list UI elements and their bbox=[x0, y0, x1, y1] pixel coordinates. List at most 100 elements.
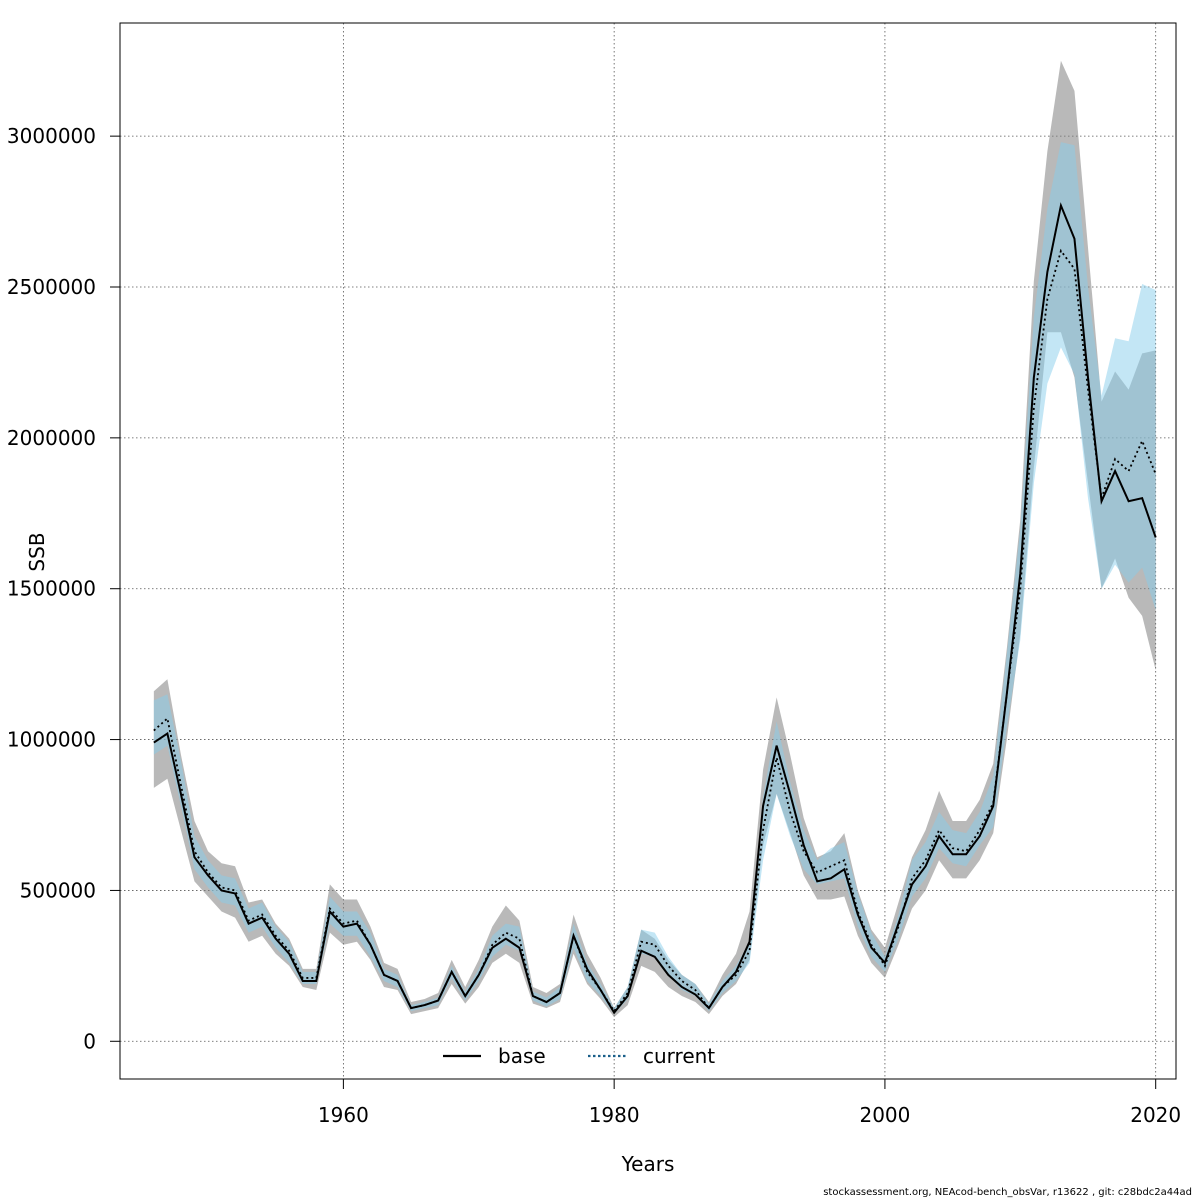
x-tick-label-2000: 2000 bbox=[859, 1103, 910, 1127]
data-point-current-1965 bbox=[410, 1007, 411, 1008]
data-point-current-1991 bbox=[762, 829, 763, 830]
data-point-current-1962 bbox=[370, 944, 371, 945]
data-point-base-2004 bbox=[938, 836, 939, 837]
data-point-base-1984 bbox=[668, 974, 669, 975]
data-point-base-1954 bbox=[262, 917, 263, 918]
data-point-current-1985 bbox=[681, 980, 682, 981]
data-point-current-1963 bbox=[383, 974, 384, 975]
plot-frame bbox=[119, 22, 1177, 1080]
data-point-base-1982 bbox=[641, 950, 642, 951]
data-point-base-1980 bbox=[614, 1012, 615, 1013]
data-point-base-1994 bbox=[803, 845, 804, 846]
data-point-current-2011 bbox=[1033, 407, 1034, 408]
data-point-current-2017 bbox=[1114, 458, 1115, 459]
x-axis: 1960 1980 2000 2020 bbox=[318, 1079, 1181, 1127]
data-point-current-1999 bbox=[871, 944, 872, 945]
data-point-base-1996 bbox=[830, 878, 831, 879]
data-point-current-2001 bbox=[898, 926, 899, 927]
data-point-current-2020 bbox=[1155, 473, 1156, 474]
data-point-current-1959 bbox=[329, 908, 330, 909]
data-point-base-1986 bbox=[695, 994, 696, 995]
data-point-current-1958 bbox=[316, 977, 317, 978]
y-tick-label-0: 0 bbox=[83, 1029, 96, 1053]
data-point-base-2018 bbox=[1128, 501, 1129, 502]
data-point-base-1992 bbox=[776, 745, 777, 746]
data-point-current-1978 bbox=[586, 971, 587, 972]
data-point-current-1975 bbox=[546, 1001, 547, 1002]
data-point-current-1992 bbox=[776, 757, 777, 758]
data-point-current-2005 bbox=[952, 848, 953, 849]
data-point-base-1989 bbox=[735, 971, 736, 972]
data-point-base-1972 bbox=[505, 938, 506, 939]
data-point-base-2006 bbox=[966, 854, 967, 855]
data-point-current-1994 bbox=[803, 851, 804, 852]
data-point-current-2004 bbox=[938, 829, 939, 830]
confidence-band-current bbox=[153, 142, 1156, 1015]
y-tick-label-500000: 500000 bbox=[20, 878, 96, 902]
data-point-current-2014 bbox=[1074, 268, 1075, 269]
data-point-current-1954 bbox=[262, 914, 263, 915]
data-point-current-2018 bbox=[1128, 470, 1129, 471]
data-point-current-1980 bbox=[614, 1011, 615, 1012]
data-point-current-1981 bbox=[627, 992, 628, 993]
data-point-current-1953 bbox=[248, 920, 249, 921]
data-point-current-1973 bbox=[519, 938, 520, 939]
data-point-current-2007 bbox=[979, 829, 980, 830]
data-point-base-1948 bbox=[180, 793, 181, 794]
band-layer bbox=[153, 60, 1156, 1018]
data-point-base-2005 bbox=[952, 854, 953, 855]
data-point-current-2009 bbox=[1006, 694, 1007, 695]
data-point-current-1998 bbox=[857, 911, 858, 912]
data-point-base-1998 bbox=[857, 914, 858, 915]
data-point-base-1955 bbox=[275, 938, 276, 939]
data-point-current-1993 bbox=[790, 811, 791, 812]
data-point-current-2010 bbox=[1020, 588, 1021, 589]
data-point-base-1958 bbox=[316, 980, 317, 981]
data-point-base-2016 bbox=[1101, 501, 1102, 502]
line-layer bbox=[153, 202, 1157, 1015]
data-point-current-2013 bbox=[1060, 250, 1061, 251]
data-point-base-1949 bbox=[194, 857, 195, 858]
data-point-base-2008 bbox=[993, 805, 994, 806]
data-point-current-1960 bbox=[343, 923, 344, 924]
data-point-current-1966 bbox=[424, 1004, 425, 1005]
legend-label-current: current bbox=[643, 1044, 715, 1068]
data-point-current-2008 bbox=[993, 802, 994, 803]
data-point-current-1987 bbox=[708, 1007, 709, 1008]
data-point-current-1971 bbox=[492, 944, 493, 945]
data-point-current-2006 bbox=[966, 851, 967, 852]
data-point-base-1971 bbox=[492, 947, 493, 948]
data-point-current-1961 bbox=[356, 920, 357, 921]
data-point-base-1973 bbox=[519, 947, 520, 948]
legend: base current bbox=[443, 1044, 715, 1068]
data-point-current-1986 bbox=[695, 989, 696, 990]
data-point-base-1946 bbox=[153, 742, 154, 743]
data-point-current-1952 bbox=[234, 890, 235, 891]
data-point-base-2007 bbox=[979, 836, 980, 837]
data-point-current-1996 bbox=[830, 866, 831, 867]
data-point-base-2012 bbox=[1047, 271, 1048, 272]
data-point-current-1990 bbox=[749, 950, 750, 951]
data-point-base-2015 bbox=[1087, 377, 1088, 378]
data-point-base-1947 bbox=[167, 733, 168, 734]
data-point-current-1995 bbox=[817, 872, 818, 873]
data-point-current-1949 bbox=[194, 851, 195, 852]
data-point-current-1950 bbox=[207, 872, 208, 873]
data-point-base-1951 bbox=[221, 890, 222, 891]
data-point-base-1959 bbox=[329, 911, 330, 912]
data-point-base-2013 bbox=[1060, 205, 1061, 206]
data-point-base-1993 bbox=[790, 793, 791, 794]
data-point-current-2002 bbox=[911, 878, 912, 879]
data-point-base-2002 bbox=[911, 884, 912, 885]
data-point-current-1946 bbox=[153, 730, 154, 731]
data-point-base-2003 bbox=[925, 866, 926, 867]
data-point-current-1956 bbox=[289, 950, 290, 951]
data-point-current-1957 bbox=[302, 977, 303, 978]
data-point-current-1968 bbox=[451, 971, 452, 972]
data-point-current-1948 bbox=[180, 784, 181, 785]
data-point-current-2019 bbox=[1142, 440, 1143, 441]
data-point-base-2017 bbox=[1114, 470, 1115, 471]
data-point-base-1960 bbox=[343, 926, 344, 927]
legend-label-base: base bbox=[498, 1044, 546, 1068]
